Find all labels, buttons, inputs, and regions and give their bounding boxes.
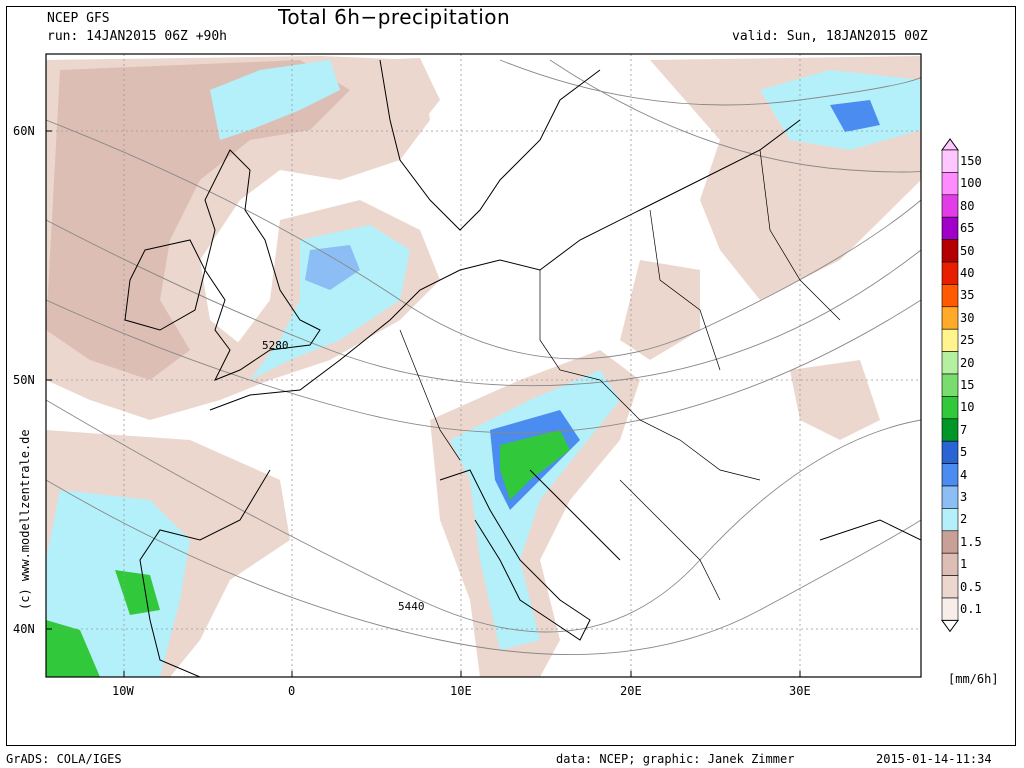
coast-ireland bbox=[124, 239, 206, 331]
map-title: Total 6h−precipitation bbox=[278, 5, 511, 29]
legend-units: [mm/6h] bbox=[948, 672, 999, 686]
legend-label: 7 bbox=[960, 422, 968, 437]
legend-swatch bbox=[941, 530, 959, 554]
color-legend bbox=[941, 138, 959, 632]
legend-label: 20 bbox=[960, 355, 975, 370]
precip-area-iberia-blue bbox=[46, 490, 190, 677]
contour-label-5280: 5280 bbox=[262, 339, 289, 352]
legend-label: 80 bbox=[960, 198, 975, 213]
precip-area-alps-green bbox=[500, 430, 570, 500]
legend-label: 0.5 bbox=[960, 579, 982, 594]
legend-label: 150 bbox=[960, 154, 982, 168]
coast-iberia bbox=[139, 469, 271, 677]
legend-swatch bbox=[941, 351, 959, 375]
legend-swatch bbox=[941, 306, 959, 330]
geopotential-contours bbox=[46, 59, 921, 655]
legend-swatch bbox=[941, 239, 959, 263]
valid-time: valid: Sun, 18JAN2015 00Z bbox=[732, 29, 928, 44]
legend-arrow-bottom bbox=[941, 619, 959, 632]
country-borders bbox=[399, 149, 841, 601]
legend-swatch bbox=[941, 463, 959, 487]
precip-area-baltic-ne-dark bbox=[830, 100, 880, 132]
legend-label: 100 bbox=[960, 176, 982, 191]
legend-swatch bbox=[941, 216, 959, 240]
legend-label: 4 bbox=[960, 467, 968, 482]
legend-label: 25 bbox=[960, 333, 975, 348]
legend-arrow-top bbox=[941, 138, 959, 151]
lon-label-0: 0 bbox=[288, 684, 296, 698]
lat-label-60n: 60N bbox=[13, 124, 35, 138]
legend-label: 1 bbox=[960, 557, 968, 572]
figure-frame bbox=[6, 6, 1016, 746]
lon-label-20e: 20E bbox=[620, 684, 642, 698]
legend-swatch bbox=[941, 284, 959, 308]
legend-swatch bbox=[941, 575, 959, 599]
axis-ticks bbox=[46, 130, 801, 677]
coast-scandinavia bbox=[379, 59, 601, 231]
legend-swatch bbox=[941, 508, 959, 532]
coast-great-britain bbox=[204, 149, 321, 381]
legend-swatch bbox=[941, 485, 959, 509]
lat-label-50n: 50N bbox=[13, 373, 35, 387]
legend-swatch bbox=[941, 149, 959, 173]
precip-area-iberia-green bbox=[115, 570, 160, 615]
legend-swatch bbox=[941, 194, 959, 218]
legend-label: 10 bbox=[960, 400, 975, 415]
coastlines bbox=[124, 59, 921, 677]
coast-italy bbox=[439, 469, 591, 641]
precip-area-north-sea-dark bbox=[305, 245, 360, 290]
legend-swatch bbox=[941, 172, 959, 196]
legend-swatch bbox=[941, 418, 959, 442]
legend-label: 3 bbox=[960, 490, 968, 504]
lat-label-40n: 40N bbox=[13, 622, 35, 636]
legend-label: 1.5 bbox=[960, 534, 982, 549]
precip-area-eastern bbox=[620, 260, 700, 360]
coast-continent bbox=[209, 119, 801, 411]
lon-label-10e: 10E bbox=[450, 684, 472, 698]
legend-label: 40 bbox=[960, 266, 975, 280]
footer-credits: data: NCEP; graphic: Janek Zimmer bbox=[556, 752, 795, 766]
lon-label-10w: 10W bbox=[112, 684, 134, 698]
model-name: NCEP GFS bbox=[47, 11, 110, 26]
precip-area-norway bbox=[370, 58, 440, 150]
footer-software: GrADS: COLA/IGES bbox=[6, 752, 122, 766]
legend-label: 5 bbox=[960, 445, 968, 460]
legend-label: 50 bbox=[960, 243, 975, 258]
footer-timestamp: 2015-01-14-11:34 bbox=[876, 752, 992, 766]
legend-swatch bbox=[941, 261, 959, 285]
legend-label: 35 bbox=[960, 288, 975, 303]
precip-area-scotland bbox=[210, 60, 340, 140]
legend-label: 2 bbox=[960, 512, 968, 527]
coast-black-sea bbox=[819, 519, 921, 541]
precip-area-iberia-green-2 bbox=[46, 620, 100, 677]
run-info: run: 14JAN2015 06Z +90h bbox=[47, 29, 228, 44]
legend-label: 30 bbox=[960, 310, 975, 325]
legend-swatch bbox=[941, 552, 959, 576]
legend-swatch bbox=[941, 440, 959, 464]
graticule bbox=[46, 54, 921, 677]
precip-area-north-sea-blue bbox=[250, 225, 410, 380]
precip-area-atlantic-north-2 bbox=[46, 60, 350, 380]
legend-swatch bbox=[941, 396, 959, 420]
lon-label-30e: 30E bbox=[789, 684, 811, 698]
contour-label-5440: 5440 bbox=[398, 600, 425, 613]
map-border bbox=[45, 53, 922, 678]
legend-swatch bbox=[941, 597, 959, 621]
legend-label: 65 bbox=[960, 221, 975, 236]
watermark-text: (c) www.modellzentrale.de bbox=[18, 429, 32, 610]
legend-swatch bbox=[941, 328, 959, 352]
legend-label: 0.1 bbox=[960, 602, 982, 616]
coast-adriatic bbox=[529, 469, 621, 561]
legend-swatch bbox=[941, 373, 959, 397]
legend-label: 15 bbox=[960, 378, 975, 392]
